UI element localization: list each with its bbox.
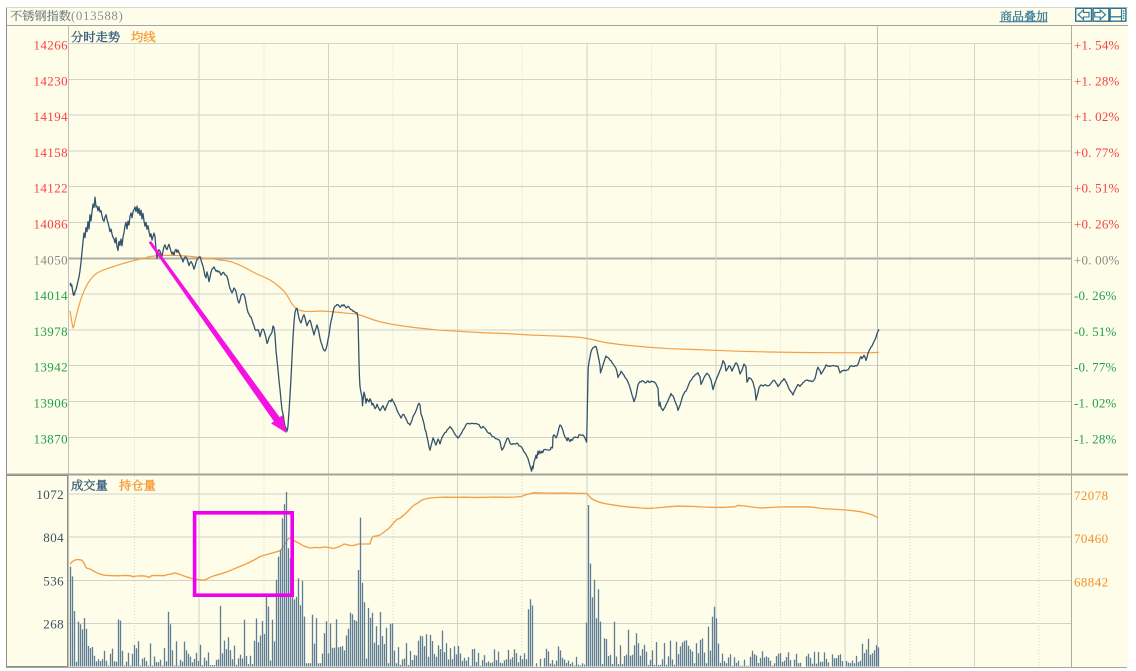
svg-text:70460: 70460: [1074, 531, 1109, 546]
svg-text:-0. 51%: -0. 51%: [1074, 324, 1117, 339]
svg-text:14266: 14266: [34, 38, 69, 53]
svg-text:-0. 26%: -0. 26%: [1074, 288, 1117, 303]
svg-text:+0. 26%: +0. 26%: [1074, 217, 1120, 232]
svg-text:268: 268: [43, 616, 64, 631]
svg-text:+1. 28%: +1. 28%: [1074, 73, 1120, 88]
svg-text:14230: 14230: [34, 73, 69, 88]
svg-text:536: 536: [43, 573, 64, 588]
svg-text:804: 804: [43, 530, 64, 545]
svg-text:+0. 00%: +0. 00%: [1074, 252, 1120, 267]
svg-text:14050: 14050: [34, 252, 69, 267]
svg-text:14122: 14122: [34, 181, 69, 196]
svg-text:+1. 54%: +1. 54%: [1074, 38, 1120, 53]
svg-text:-1. 02%: -1. 02%: [1074, 396, 1117, 411]
svg-text:+0. 77%: +0. 77%: [1074, 145, 1120, 160]
svg-text:13942: 13942: [34, 360, 69, 375]
svg-text:13906: 13906: [34, 396, 69, 411]
svg-text:14014: 14014: [34, 288, 69, 303]
svg-text:68842: 68842: [1074, 574, 1109, 589]
svg-text:72078: 72078: [1074, 488, 1109, 503]
svg-text:14194: 14194: [34, 109, 69, 124]
svg-text:14158: 14158: [34, 145, 69, 160]
svg-text:-0. 77%: -0. 77%: [1074, 360, 1117, 375]
svg-text:-1. 28%: -1. 28%: [1074, 431, 1117, 446]
svg-text:13978: 13978: [34, 324, 69, 339]
svg-text:14086: 14086: [34, 217, 69, 232]
svg-text:+0. 51%: +0. 51%: [1074, 181, 1120, 196]
svg-text:(013588): (013588): [71, 8, 123, 23]
svg-text:13870: 13870: [34, 431, 69, 446]
svg-text:+1. 02%: +1. 02%: [1074, 109, 1120, 124]
svg-text:1072: 1072: [36, 487, 64, 502]
